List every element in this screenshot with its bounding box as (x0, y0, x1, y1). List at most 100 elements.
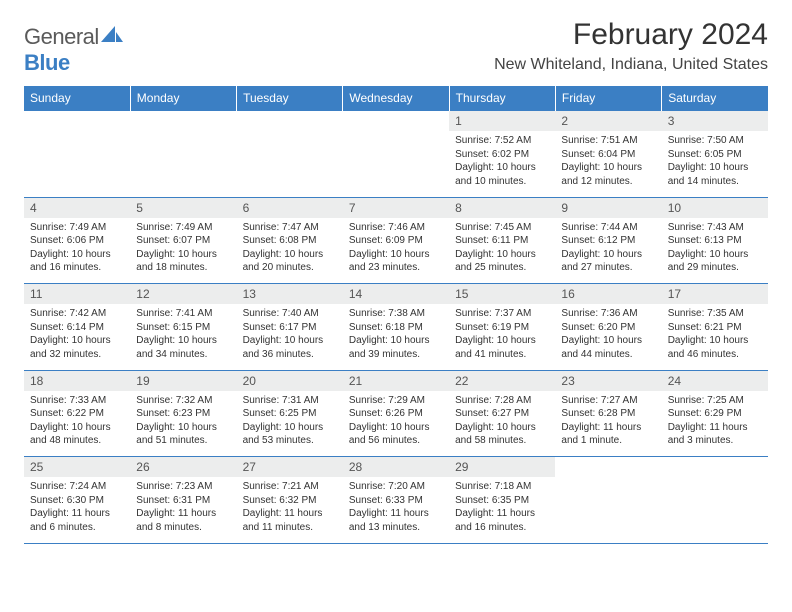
weekday-header: Friday (555, 86, 661, 111)
sunset-text: Sunset: 6:09 PM (349, 234, 443, 248)
daylight-text: Daylight: 10 hours and 34 minutes. (136, 334, 230, 361)
daylight-text: Daylight: 10 hours and 29 minutes. (668, 248, 762, 275)
daylight-text: Daylight: 10 hours and 23 minutes. (349, 248, 443, 275)
day-number-cell (662, 457, 768, 478)
day-number-cell: 5 (130, 197, 236, 218)
sunrise-text: Sunrise: 7:18 AM (455, 480, 549, 494)
logo: GeneralBlue (24, 18, 123, 76)
content-row: Sunrise: 7:24 AMSunset: 6:30 PMDaylight:… (24, 477, 768, 543)
daynum-row: 2526272829 (24, 457, 768, 478)
day-content-cell: Sunrise: 7:23 AMSunset: 6:31 PMDaylight:… (130, 477, 236, 543)
day-number-cell: 11 (24, 284, 130, 305)
sunset-text: Sunset: 6:07 PM (136, 234, 230, 248)
sunset-text: Sunset: 6:31 PM (136, 494, 230, 508)
day-number-cell: 8 (449, 197, 555, 218)
day-number-cell (555, 457, 661, 478)
weekday-header: Saturday (662, 86, 768, 111)
sunset-text: Sunset: 6:17 PM (243, 321, 337, 335)
day-content-cell: Sunrise: 7:25 AMSunset: 6:29 PMDaylight:… (662, 391, 768, 457)
day-content-cell: Sunrise: 7:49 AMSunset: 6:07 PMDaylight:… (130, 218, 236, 284)
sunset-text: Sunset: 6:08 PM (243, 234, 337, 248)
day-content-cell: Sunrise: 7:50 AMSunset: 6:05 PMDaylight:… (662, 131, 768, 197)
day-content-cell: Sunrise: 7:44 AMSunset: 6:12 PMDaylight:… (555, 218, 661, 284)
day-content-cell: Sunrise: 7:21 AMSunset: 6:32 PMDaylight:… (237, 477, 343, 543)
sunset-text: Sunset: 6:21 PM (668, 321, 762, 335)
sunrise-text: Sunrise: 7:46 AM (349, 221, 443, 235)
sunrise-text: Sunrise: 7:37 AM (455, 307, 549, 321)
sunrise-text: Sunrise: 7:23 AM (136, 480, 230, 494)
day-content-cell: Sunrise: 7:20 AMSunset: 6:33 PMDaylight:… (343, 477, 449, 543)
day-number-cell (343, 111, 449, 132)
day-number-cell: 12 (130, 284, 236, 305)
sunset-text: Sunset: 6:19 PM (455, 321, 549, 335)
daylight-text: Daylight: 11 hours and 6 minutes. (30, 507, 124, 534)
sunrise-text: Sunrise: 7:27 AM (561, 394, 655, 408)
day-content-cell: Sunrise: 7:45 AMSunset: 6:11 PMDaylight:… (449, 218, 555, 284)
sunrise-text: Sunrise: 7:28 AM (455, 394, 549, 408)
day-number-cell: 28 (343, 457, 449, 478)
sunset-text: Sunset: 6:23 PM (136, 407, 230, 421)
sunrise-text: Sunrise: 7:31 AM (243, 394, 337, 408)
daylight-text: Daylight: 10 hours and 14 minutes. (668, 161, 762, 188)
sunset-text: Sunset: 6:02 PM (455, 148, 549, 162)
day-content-cell: Sunrise: 7:38 AMSunset: 6:18 PMDaylight:… (343, 304, 449, 370)
sunset-text: Sunset: 6:04 PM (561, 148, 655, 162)
day-number-cell: 20 (237, 370, 343, 391)
weekday-header: Sunday (24, 86, 130, 111)
day-number-cell: 14 (343, 284, 449, 305)
day-number-cell: 10 (662, 197, 768, 218)
weekday-header: Thursday (449, 86, 555, 111)
daylight-text: Daylight: 11 hours and 1 minute. (561, 421, 655, 448)
sunrise-text: Sunrise: 7:50 AM (668, 134, 762, 148)
sunrise-text: Sunrise: 7:33 AM (30, 394, 124, 408)
day-number-cell: 9 (555, 197, 661, 218)
daylight-text: Daylight: 10 hours and 25 minutes. (455, 248, 549, 275)
day-number-cell: 17 (662, 284, 768, 305)
title-area: February 2024 New Whiteland, Indiana, Un… (494, 18, 768, 74)
day-number-cell: 1 (449, 111, 555, 132)
day-content-cell: Sunrise: 7:33 AMSunset: 6:22 PMDaylight:… (24, 391, 130, 457)
logo-part1: General (24, 24, 99, 49)
daylight-text: Daylight: 10 hours and 20 minutes. (243, 248, 337, 275)
sunrise-text: Sunrise: 7:41 AM (136, 307, 230, 321)
content-row: Sunrise: 7:52 AMSunset: 6:02 PM Daylight:… (24, 131, 768, 197)
day-number-cell: 19 (130, 370, 236, 391)
sunset-text: Sunset: 6:25 PM (243, 407, 337, 421)
sunset-text: Sunset: 6:05 PM (668, 148, 762, 162)
daylight-text: Daylight: 10 hours and 56 minutes. (349, 421, 443, 448)
daylight-text: Daylight: 10 hours and 46 minutes. (668, 334, 762, 361)
daylight-text: Daylight: 11 hours and 16 minutes. (455, 507, 549, 534)
day-content-cell: Sunrise: 7:35 AMSunset: 6:21 PMDaylight:… (662, 304, 768, 370)
daynum-row: 45678910 (24, 197, 768, 218)
day-number-cell (24, 111, 130, 132)
sunset-text: Sunset: 6:11 PM (455, 234, 549, 248)
daylight-text: Daylight: 10 hours and 58 minutes. (455, 421, 549, 448)
daylight-text: Daylight: 10 hours and 16 minutes. (30, 248, 124, 275)
sunset-text: Sunset: 6:20 PM (561, 321, 655, 335)
day-number-cell: 25 (24, 457, 130, 478)
sunrise-text: Sunrise: 7:32 AM (136, 394, 230, 408)
day-content-cell (662, 477, 768, 543)
logo-part2: Blue (24, 50, 70, 75)
sunrise-text: Sunrise: 7:40 AM (243, 307, 337, 321)
day-content-cell: Sunrise: 7:24 AMSunset: 6:30 PMDaylight:… (24, 477, 130, 543)
daynum-row: 123 (24, 111, 768, 132)
sunset-text: Sunset: 6:27 PM (455, 407, 549, 421)
sunset-text: Sunset: 6:12 PM (561, 234, 655, 248)
sunset-text: Sunset: 6:13 PM (668, 234, 762, 248)
day-number-cell: 26 (130, 457, 236, 478)
sunrise-text: Sunrise: 7:29 AM (349, 394, 443, 408)
day-number-cell (237, 111, 343, 132)
day-content-cell: Sunrise: 7:31 AMSunset: 6:25 PMDaylight:… (237, 391, 343, 457)
daylight-text: Daylight: 10 hours and 12 minutes. (561, 161, 655, 188)
sunrise-text: Sunrise: 7:52 AM (455, 134, 549, 148)
daylight-text: Daylight: 10 hours and 41 minutes. (455, 334, 549, 361)
content-row: Sunrise: 7:33 AMSunset: 6:22 PMDaylight:… (24, 391, 768, 457)
sunset-text: Sunset: 6:29 PM (668, 407, 762, 421)
day-content-cell: Sunrise: 7:52 AMSunset: 6:02 PMDaylight:… (449, 131, 555, 197)
day-number-cell: 18 (24, 370, 130, 391)
calendar-table: SundayMondayTuesdayWednesdayThursdayFrid… (24, 86, 768, 544)
day-number-cell: 22 (449, 370, 555, 391)
daylight-text: Daylight: 11 hours and 13 minutes. (349, 507, 443, 534)
day-content-cell (555, 477, 661, 543)
